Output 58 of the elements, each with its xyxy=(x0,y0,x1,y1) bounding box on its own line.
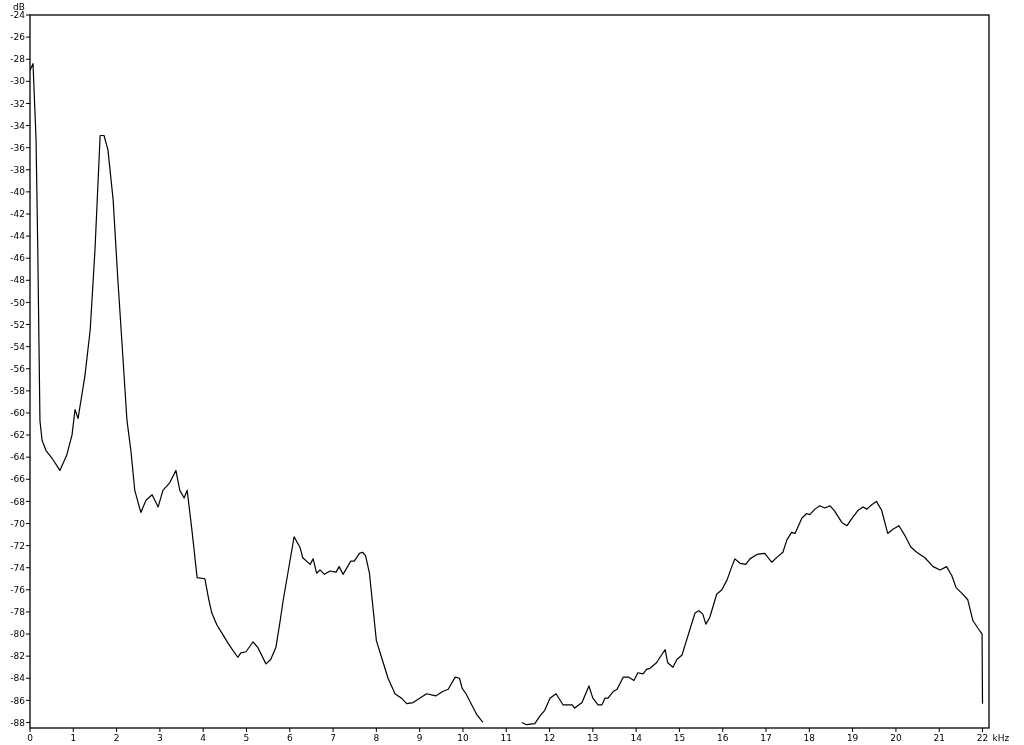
y-tick-label: -58 xyxy=(10,385,26,396)
y-tick-label: -78 xyxy=(10,607,26,618)
y-tick-label: -42 xyxy=(10,209,25,220)
y-tick-label: -26 xyxy=(10,32,26,43)
x-tick-label: 16 xyxy=(717,733,729,743)
y-tick-label: -84 xyxy=(10,673,26,684)
y-tick-label: -88 xyxy=(10,717,26,728)
y-tick-label: -50 xyxy=(10,297,26,308)
x-tick-label: 13 xyxy=(587,733,599,743)
y-tick-label: -48 xyxy=(10,275,26,286)
y-tick-label: -62 xyxy=(10,430,25,441)
x-tick-label: 12 xyxy=(543,733,556,743)
y-tick-label: -46 xyxy=(10,253,26,264)
x-tick-label: 2 xyxy=(113,733,120,743)
x-tick-label: 10 xyxy=(457,733,469,743)
y-tick-label: -30 xyxy=(10,76,26,87)
y-tick-label: -72 xyxy=(10,540,25,551)
x-tick-label: 8 xyxy=(373,733,380,743)
y-tick-label: -66 xyxy=(10,474,26,485)
x-tick-label: 21 xyxy=(933,733,945,743)
y-tick-label: -68 xyxy=(10,496,26,507)
x-tick-label: 1 xyxy=(70,733,77,743)
y-tick-label: -82 xyxy=(10,651,25,662)
x-tick-label: 14 xyxy=(630,733,643,743)
x-tick-label: 22 xyxy=(976,733,989,743)
x-tick-label: 11 xyxy=(500,733,512,743)
y-tick-label: -54 xyxy=(10,341,26,352)
y-tick-label: -56 xyxy=(10,363,26,374)
x-tick-label: 18 xyxy=(803,733,816,743)
y-tick-label: -52 xyxy=(10,319,25,330)
x-tick-label: 3 xyxy=(157,733,163,743)
y-tick-label: -32 xyxy=(10,98,25,109)
y-tick-label: -86 xyxy=(10,695,26,706)
x-tick-label: 7 xyxy=(330,733,336,743)
x-tick-label: 4 xyxy=(200,733,207,743)
y-tick-label: -24 xyxy=(10,10,26,21)
y-tick-label: -80 xyxy=(10,629,26,640)
y-tick-label: -60 xyxy=(10,408,26,419)
x-tick-label: 6 xyxy=(286,733,293,743)
y-tick-label: -70 xyxy=(10,518,26,529)
y-tick-label: -40 xyxy=(10,187,26,198)
y-tick-label: -28 xyxy=(10,54,26,65)
x-tick-label: 0 xyxy=(27,733,34,743)
x-tick-label: 20 xyxy=(890,733,902,743)
x-tick-label: 19 xyxy=(846,733,859,743)
y-tick-label: -34 xyxy=(10,120,26,131)
y-tick-label: -44 xyxy=(10,231,26,242)
y-tick-label: -74 xyxy=(10,562,26,573)
y-tick-label: -64 xyxy=(10,452,26,463)
y-tick-label: -38 xyxy=(10,164,26,175)
y-tick-label: -76 xyxy=(10,584,26,595)
y-axis-title: dB xyxy=(13,2,25,12)
x-tick-label: 15 xyxy=(673,733,686,743)
y-tick-label: -36 xyxy=(10,142,26,153)
x-tick-label: 5 xyxy=(243,733,250,743)
x-axis-title: kHz xyxy=(992,733,1010,743)
x-tick-label: 17 xyxy=(760,733,772,743)
x-tick-label: 9 xyxy=(416,733,423,743)
